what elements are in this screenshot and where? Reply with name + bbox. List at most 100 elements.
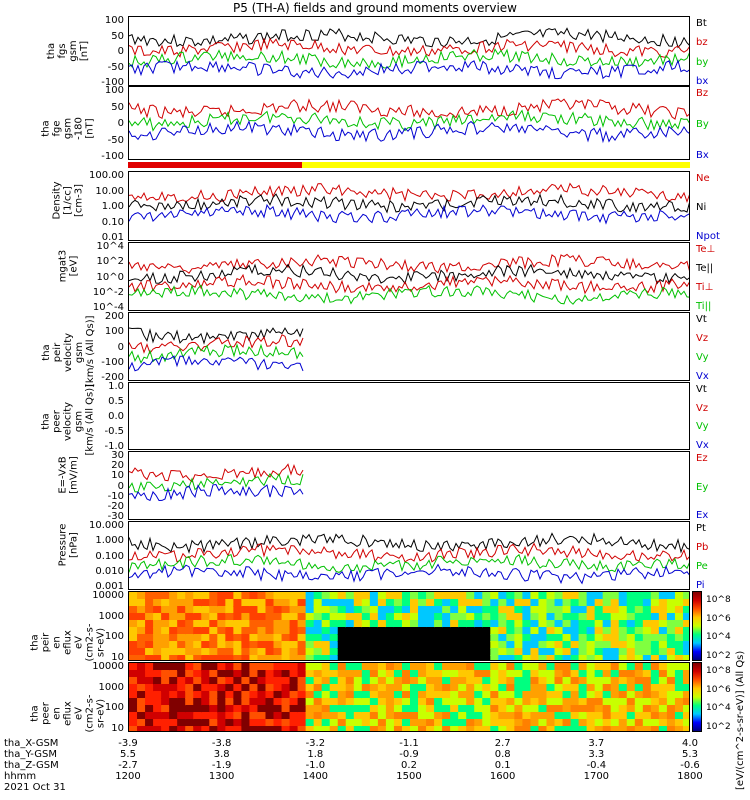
spectrogram-cell — [506, 726, 516, 731]
spectrogram-cell — [482, 684, 492, 692]
spectrogram-cell — [666, 684, 676, 692]
spectrogram-cell — [329, 641, 339, 649]
y-tick-label: 0.010 — [95, 565, 124, 577]
spectrogram-cell — [650, 620, 660, 628]
spectrogram-cell — [666, 620, 676, 628]
spectrogram-cell — [265, 677, 275, 685]
spectrogram-cell — [682, 691, 689, 699]
spectrogram-cell — [474, 634, 484, 642]
spectrogram-cell — [554, 705, 564, 713]
spectrogram-cell — [490, 663, 500, 671]
spectrogram-cell — [225, 719, 235, 727]
series-line-by — [129, 109, 689, 132]
colorbar-tick: 10^8 — [706, 595, 731, 605]
spectrogram-cell — [618, 677, 628, 685]
spectrogram-cell — [498, 606, 508, 614]
spectrogram-cell — [434, 705, 444, 713]
spectrogram-cell — [177, 648, 187, 656]
spectrogram-cell — [297, 712, 307, 720]
spectrogram-cell — [377, 726, 387, 731]
spectrogram-cell — [554, 677, 564, 685]
spectrogram-cell — [554, 719, 564, 727]
spectrogram-cell — [305, 698, 315, 706]
spectrogram-cell — [225, 670, 235, 678]
spectrogram-cell — [634, 620, 644, 628]
spectrogram-cell — [193, 627, 203, 635]
spectrogram-cell — [265, 641, 275, 649]
colorbar-tick: 10^2 — [706, 722, 731, 732]
spectrogram-cell — [482, 613, 492, 621]
spectrogram-cell — [506, 606, 516, 614]
spectrogram-cell — [265, 698, 275, 706]
spectrogram-cell — [257, 599, 267, 607]
legend-bz: Bz — [696, 88, 709, 99]
spectrogram-cell — [153, 613, 163, 621]
spectrogram-cell — [369, 599, 379, 607]
spectrogram-cell — [153, 677, 163, 685]
spectrogram-cell — [434, 634, 444, 642]
spectrogram-cell — [273, 648, 283, 656]
spectrogram-cell — [434, 719, 444, 727]
spectrogram-cell — [377, 663, 387, 671]
spectrogram-cell — [482, 691, 492, 699]
spectrogram-cell — [313, 627, 323, 635]
spectrogram-cell — [642, 705, 652, 713]
spectrogram-cell — [129, 655, 139, 660]
spectrogram-cell — [345, 691, 355, 699]
spectrogram-cell — [410, 663, 420, 671]
x-tick-value: 0.1 — [494, 760, 511, 771]
spectrogram-cell — [217, 655, 227, 660]
spectrogram-cell — [161, 705, 171, 713]
spectrogram-cell — [522, 599, 532, 607]
spectrogram-cell — [618, 691, 628, 699]
spectrogram-cell — [594, 641, 604, 649]
spectrogram-cell — [249, 719, 259, 727]
spectrogram-cell — [201, 726, 211, 731]
spectrogram-cell — [241, 677, 251, 685]
spectrogram-cell — [418, 726, 428, 731]
panel-9 — [128, 591, 690, 661]
spectrogram-cell — [586, 663, 596, 671]
spectrogram-cell — [410, 641, 420, 649]
spectrogram-cell — [257, 726, 267, 731]
spectrogram-cell — [482, 620, 492, 628]
spectrogram-cell — [594, 726, 604, 731]
spectrogram-cell — [570, 648, 580, 656]
spectrogram-cell — [393, 684, 403, 692]
y-tick-label: 1000 — [98, 610, 124, 622]
spectrogram-cell — [353, 670, 363, 678]
spectrogram-cell — [642, 670, 652, 678]
spectrogram-cell — [458, 677, 468, 685]
spectrogram-cell — [369, 613, 379, 621]
spectrogram-cell — [241, 670, 251, 678]
spectrogram-cell — [329, 719, 339, 727]
spectrogram-cell — [442, 606, 452, 614]
spectrogram-cell — [289, 634, 299, 642]
spectrogram-cell — [377, 712, 387, 720]
spectrogram-cell — [193, 698, 203, 706]
spectrogram-cell — [418, 655, 428, 660]
spectrogram-cell — [361, 599, 371, 607]
spectrogram-cell — [610, 684, 620, 692]
spectrogram-cell — [538, 648, 548, 656]
spectrogram-cell — [321, 655, 331, 660]
spectrogram-cell — [257, 691, 267, 699]
spectrogram-cell — [193, 620, 203, 628]
spectrogram-cell — [570, 606, 580, 614]
spectrogram-cell — [562, 726, 572, 731]
spectrogram-cell — [185, 613, 195, 621]
spectrogram-cell — [522, 648, 532, 656]
spectrogram-cell — [345, 705, 355, 713]
series-line-bz — [129, 37, 689, 58]
spectrogram-cell — [201, 677, 211, 685]
spectrogram-cell — [522, 670, 532, 678]
spectrogram-cell — [594, 620, 604, 628]
spectrogram-cell — [233, 691, 243, 699]
spectrogram-cell — [393, 698, 403, 706]
spectrogram-cell — [369, 684, 379, 692]
spectrogram-cell — [490, 705, 500, 713]
spectrogram-cell — [345, 620, 355, 628]
spectrogram-cell — [482, 634, 492, 642]
spectrogram-cell — [610, 691, 620, 699]
spectrogram-cell — [257, 627, 267, 635]
